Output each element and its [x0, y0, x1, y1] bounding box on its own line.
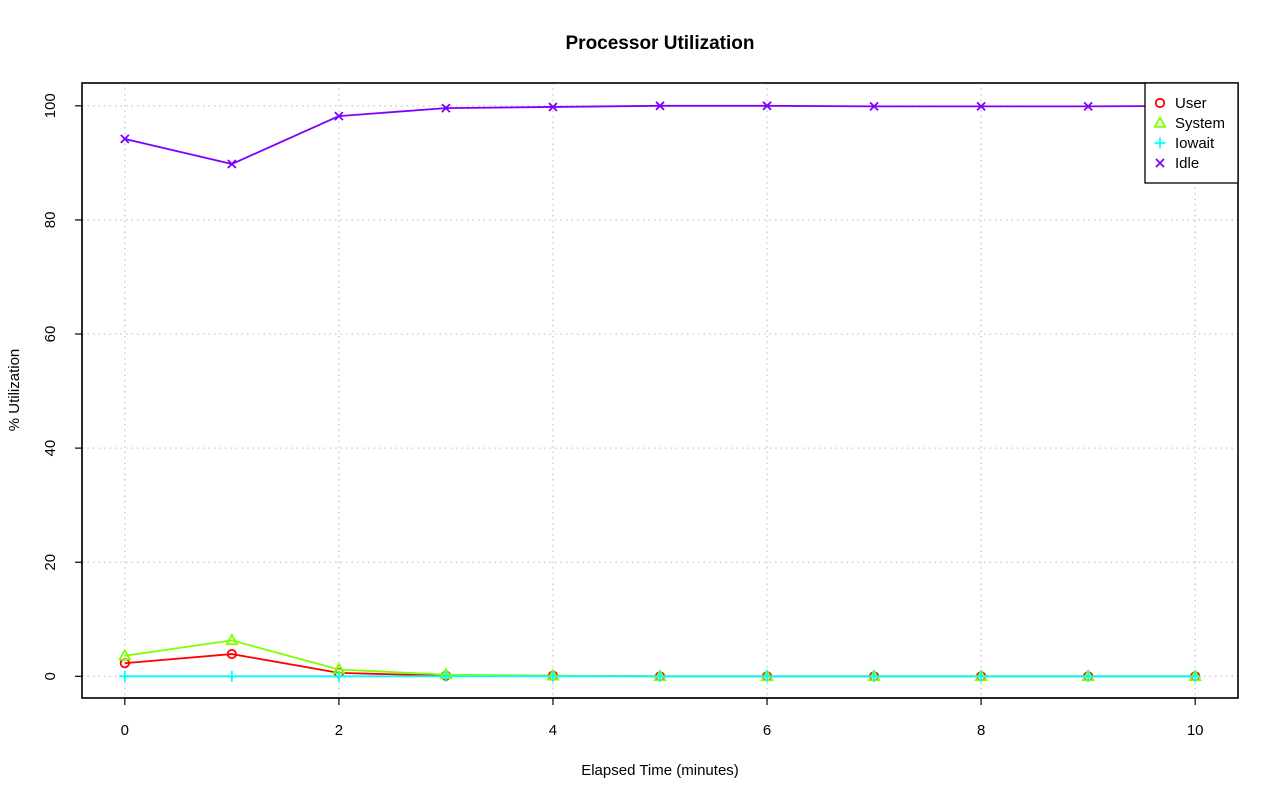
data-point-iowait	[975, 670, 987, 682]
data-point-idle	[655, 101, 665, 111]
data-point-iowait	[1189, 670, 1201, 682]
data-point-idle	[548, 102, 558, 112]
data-point-iowait	[654, 670, 666, 682]
data-point-iowait	[761, 670, 773, 682]
x-axis-label: Elapsed Time (minutes)	[581, 762, 739, 779]
legend: User System Iowait Idle	[1144, 82, 1239, 184]
data-point-idle	[1083, 101, 1093, 112]
legend-marker-user	[1154, 97, 1166, 109]
y-tick-label: 0	[42, 672, 59, 680]
y-axis-label: % Utilization	[6, 349, 23, 432]
chart-title: Processor Utilization	[566, 33, 755, 54]
x-tick-label: 10	[1187, 722, 1204, 739]
data-point-system	[225, 633, 239, 646]
data-point-iowait	[1082, 670, 1094, 682]
legend-marker-system	[1153, 115, 1167, 128]
legend-label-user: User	[1175, 95, 1207, 112]
legend-label-system: System	[1175, 115, 1225, 132]
data-point-iowait	[547, 670, 559, 682]
data-point-idle	[334, 111, 344, 121]
series-iowait	[119, 670, 1201, 682]
data-point-idle	[762, 101, 772, 111]
data-point-iowait	[333, 670, 345, 682]
x-tick-label: 0	[121, 722, 129, 739]
x-tick-label: 8	[977, 722, 985, 739]
y-tick-label: 100	[42, 93, 59, 118]
data-point-iowait	[119, 670, 131, 682]
data-point-idle	[976, 101, 986, 112]
data-point-idle	[869, 101, 879, 112]
x-tick-label: 4	[549, 722, 557, 739]
data-point-idle	[120, 134, 130, 144]
data-point-idle	[441, 103, 451, 113]
data-series	[118, 101, 1202, 682]
x-axis: 0 2 4 6 8 10	[121, 697, 1204, 739]
y-tick-label: 40	[42, 440, 59, 457]
x-tick-label: 6	[763, 722, 771, 739]
y-tick-label: 80	[42, 212, 59, 229]
y-tick-label: 60	[42, 326, 59, 343]
data-point-idle	[227, 159, 237, 169]
x-tick-label: 2	[335, 722, 343, 739]
data-point-iowait	[226, 670, 238, 682]
data-point-iowait	[440, 670, 452, 682]
legend-label-iowait: Iowait	[1175, 135, 1215, 152]
y-tick-label: 20	[42, 554, 59, 571]
legend-marker-iowait	[1154, 137, 1166, 149]
data-point-user	[226, 648, 237, 660]
data-point-system	[118, 648, 132, 661]
legend-marker-idle	[1155, 158, 1165, 168]
y-axis: 0 20 40 60 80 100	[42, 93, 83, 680]
data-point-iowait	[868, 670, 880, 682]
legend-label-idle: Idle	[1175, 155, 1199, 172]
